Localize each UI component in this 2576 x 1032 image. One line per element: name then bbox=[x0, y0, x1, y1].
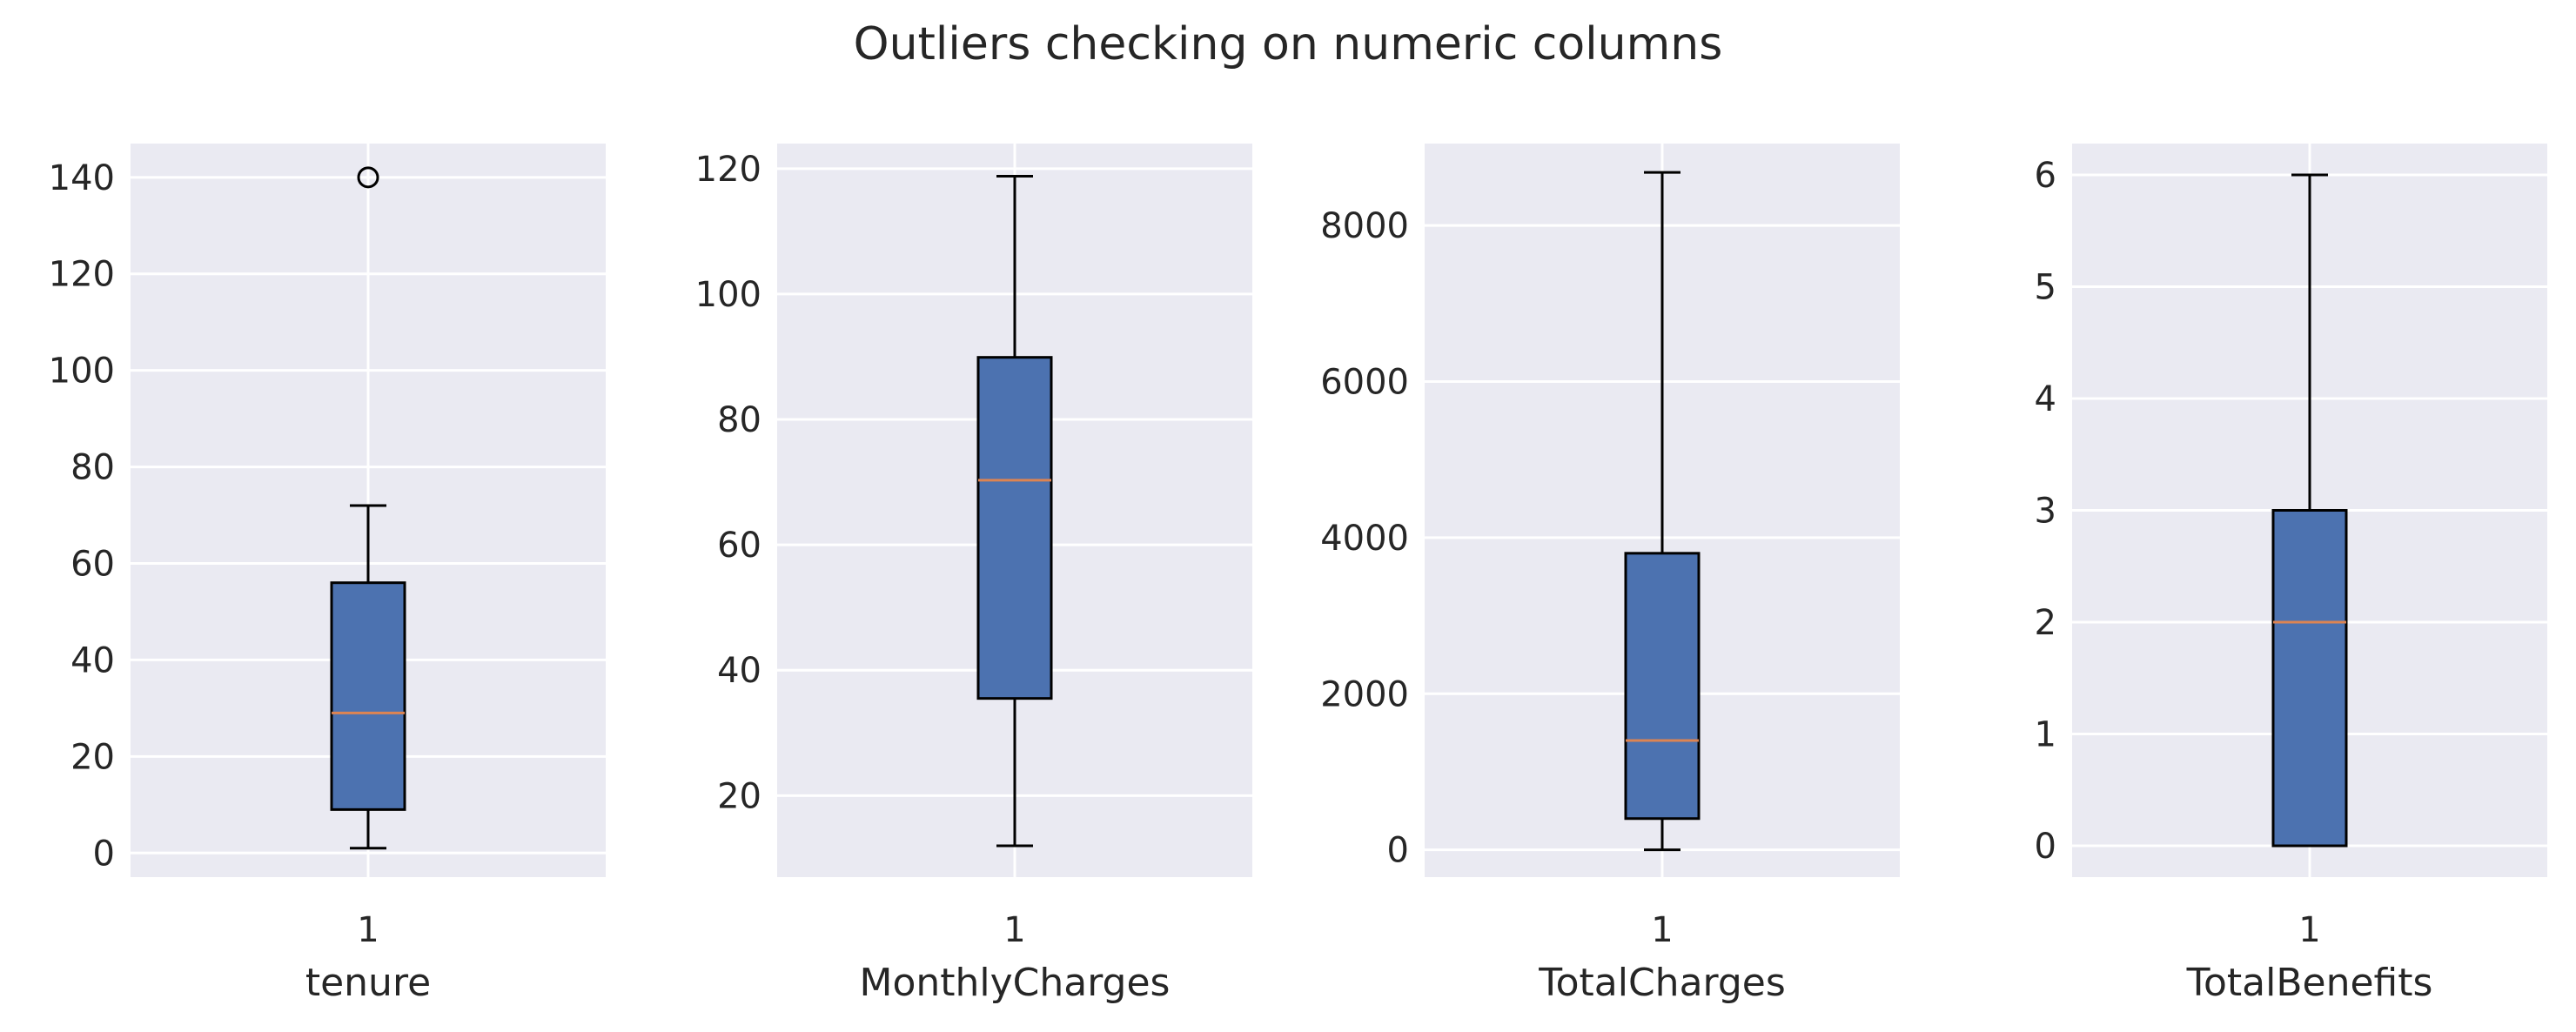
y-tick-label: 0 bbox=[2035, 827, 2056, 867]
y-tick-label: 3 bbox=[2035, 492, 2056, 532]
y-tick-label: 8000 bbox=[1320, 206, 1409, 246]
x-tick-label: 1 bbox=[1651, 910, 1673, 950]
y-tick-label: 0 bbox=[93, 834, 115, 874]
x-tick-label: 1 bbox=[357, 910, 379, 950]
y-tick-label: 4 bbox=[2035, 379, 2056, 419]
y-tick-label: 80 bbox=[70, 448, 115, 488]
x-axis-label: TotalCharges bbox=[1538, 961, 1786, 1005]
y-tick-label: 20 bbox=[70, 737, 115, 777]
y-tick-label: 100 bbox=[695, 275, 761, 315]
subplot-TotalBenefits: 0 1 2 3 4 5 6 1 TotalBenefits bbox=[2035, 144, 2547, 1005]
y-tick-label: 60 bbox=[70, 545, 115, 585]
x-axis-label: MonthlyCharges bbox=[860, 961, 1171, 1005]
y-tick-label: 40 bbox=[717, 651, 761, 691]
y-tick-label: 0 bbox=[1387, 831, 1409, 871]
x-tick-label: 1 bbox=[2298, 910, 2320, 950]
subplots: 0204060801001201401tenure204060801001201… bbox=[49, 144, 2547, 1005]
subplot-MonthlyCharges: 20 40 60 80 100 120 1 MonthlyCharges bbox=[695, 144, 1252, 1005]
y-tick-label: 140 bbox=[49, 158, 115, 198]
y-tick-label: 60 bbox=[717, 526, 761, 566]
figure-title: Outliers checking on numeric columns bbox=[854, 18, 1723, 70]
subplot-TotalCharges: 0 2000 4000 6000 8000 1 TotalCharges bbox=[1320, 144, 1900, 1005]
y-tick-label: 2 bbox=[2035, 603, 2056, 643]
box bbox=[2271, 509, 2348, 848]
x-axis-label: TotalBenefits bbox=[2186, 961, 2433, 1005]
subplot-tenure: 0 20 40 60 80 100 120 140 1 tenure bbox=[49, 144, 606, 1005]
outlier-point bbox=[357, 166, 379, 189]
y-tick-label: 120 bbox=[695, 150, 761, 190]
y-tick-label: 100 bbox=[49, 352, 115, 392]
x-axis-label: tenure bbox=[305, 961, 431, 1005]
box bbox=[330, 581, 406, 811]
box bbox=[1624, 552, 1701, 821]
y-tick-label: 4000 bbox=[1320, 519, 1409, 559]
y-tick-label: 2000 bbox=[1320, 674, 1409, 714]
y-tick-label: 120 bbox=[49, 255, 115, 295]
x-tick-label: 1 bbox=[1003, 910, 1025, 950]
y-tick-label: 6000 bbox=[1320, 363, 1409, 403]
y-tick-label: 40 bbox=[70, 640, 115, 680]
box bbox=[976, 356, 1053, 700]
y-tick-label: 5 bbox=[2035, 267, 2056, 307]
y-tick-label: 20 bbox=[717, 776, 761, 816]
y-tick-label: 6 bbox=[2035, 156, 2056, 196]
y-tick-label: 80 bbox=[717, 400, 761, 440]
y-tick-label: 1 bbox=[2035, 715, 2056, 755]
